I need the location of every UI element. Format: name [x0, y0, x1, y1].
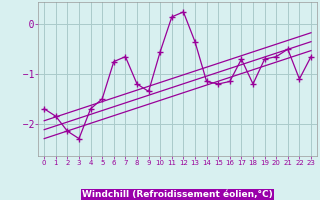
Text: Windchill (Refroidissement éolien,°C): Windchill (Refroidissement éolien,°C) [82, 190, 273, 199]
